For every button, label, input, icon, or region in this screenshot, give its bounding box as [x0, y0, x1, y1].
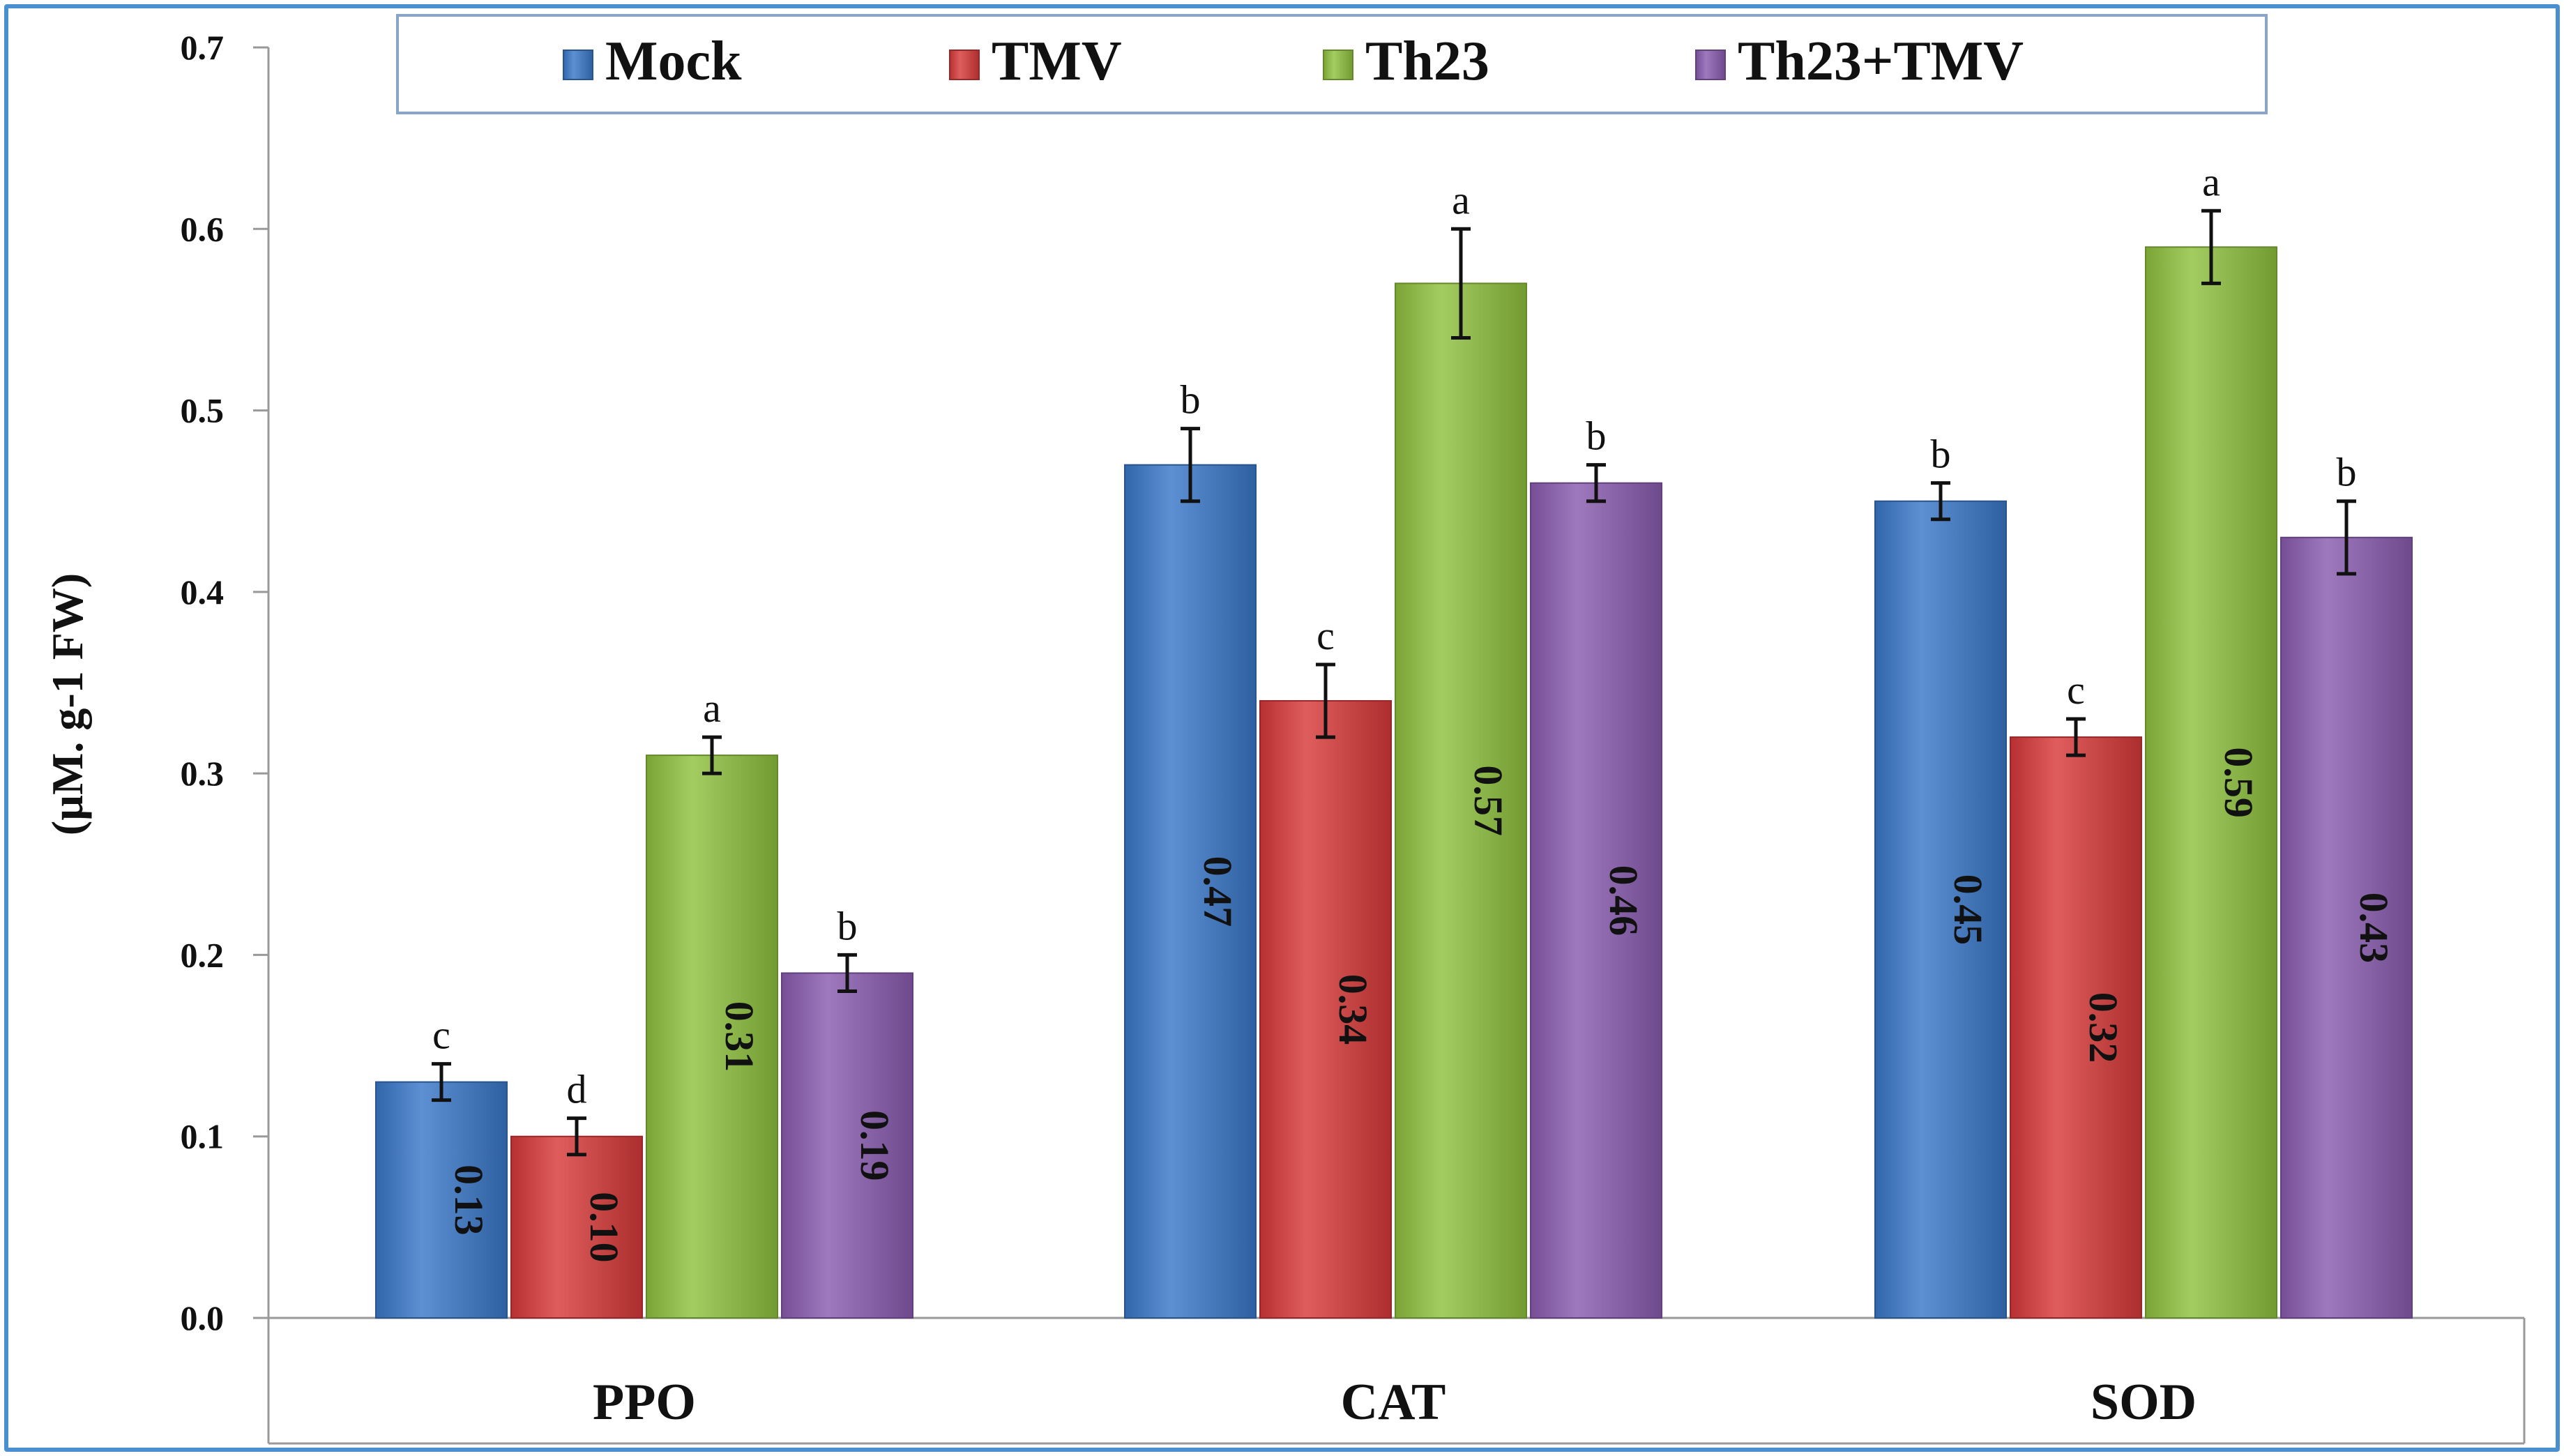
bar-ppo-th23: [646, 754, 778, 1319]
legend-label-mock: Mock: [605, 31, 742, 92]
significance-letter: c: [2067, 667, 2085, 713]
category-label-sod: SOD: [2091, 1374, 2197, 1431]
significance-letter: a: [2202, 159, 2220, 204]
data-label: 0.34: [1330, 974, 1376, 1045]
data-label: 0.59: [2216, 747, 2261, 818]
data-label: 0.13: [446, 1165, 492, 1236]
error-bar-sod-mock: [1931, 481, 1950, 522]
error-bar-sod-th23: [2201, 208, 2221, 285]
significance-letter: c: [432, 1013, 450, 1058]
bar-cat-th23: [1395, 282, 1527, 1319]
significance-letter: d: [567, 1067, 587, 1112]
y-tick-label: 0.3: [181, 754, 225, 793]
error-bar-ppo-th23: [702, 735, 722, 775]
category-label-ppo: PPO: [593, 1374, 696, 1431]
data-label: 0.43: [2351, 893, 2397, 964]
significance-letter: c: [1317, 613, 1335, 658]
data-label: 0.45: [1945, 874, 1991, 946]
y-axis-ticks: 0.0 0.1 0.2 0.3 0.4 0.5 0.6 0.7: [181, 28, 268, 1337]
error-bar-cat-mock: [1181, 427, 1200, 503]
data-label: 0.46: [1601, 865, 1646, 936]
data-label: 0.31: [717, 1001, 762, 1072]
data-label: 0.19: [852, 1110, 897, 1181]
bar-sod-th23-plus-tmv: [2280, 536, 2413, 1319]
data-label: 0.57: [1466, 765, 1511, 836]
legend-swatch-th23: [1323, 50, 1353, 80]
bar-ppo-th23-plus-tmv: [781, 972, 913, 1319]
bar-ppo-mock: [375, 1081, 508, 1319]
significance-letter: a: [703, 685, 721, 731]
error-bar-sod-th23-plus-tmv: [2337, 499, 2356, 576]
error-bar-cat-tmv: [1316, 662, 1335, 739]
legend-label-th23-plus-tmv: Th23+TMV: [1738, 31, 2024, 92]
significance-letter: b: [1181, 377, 1201, 423]
significance-letter: b: [2337, 450, 2357, 495]
y-tick-label: 0.7: [181, 28, 225, 67]
legend: Mock TMV Th23 Th23+TMV: [396, 14, 2268, 114]
legend-label-th23: Th23: [1365, 31, 1489, 92]
data-label: 0.47: [1195, 856, 1241, 927]
y-axis-label: (µM. g-1 FW): [43, 573, 92, 835]
significance-letter: b: [1586, 414, 1607, 459]
bar-sod-tmv: [2010, 736, 2142, 1319]
significance-letter: b: [837, 903, 858, 948]
bar-sod-mock: [1874, 500, 2007, 1319]
y-tick-label: 0.4: [181, 572, 225, 612]
y-tick-label: 0.2: [181, 935, 225, 974]
x-axis-categories: PPO CAT SOD: [593, 1374, 2197, 1431]
legend-swatch-mock: [563, 50, 593, 80]
error-bar-ppo-th23-plus-tmv: [837, 953, 857, 993]
y-tick-label: 0.5: [181, 391, 225, 430]
error-bar-ppo-tmv: [567, 1116, 586, 1157]
data-label: 0.32: [2081, 992, 2126, 1063]
bars: c 0.13 d 0.10 a 0.31 b 0.19 b 0.47 c 0.34 a 0.57 b 0.46…: [375, 159, 2413, 1319]
error-bar-sod-tmv: [2066, 717, 2086, 757]
category-label-cat: CAT: [1341, 1374, 1446, 1431]
bar-cat-mock: [1124, 464, 1257, 1319]
bar-cat-th23-plus-tmv: [1530, 482, 1662, 1319]
legend-label-tmv: TMV: [992, 31, 1122, 92]
significance-letter: a: [1452, 177, 1470, 222]
bar-cat-tmv: [1259, 700, 1392, 1319]
y-tick-label: 0.0: [181, 1298, 225, 1337]
error-bar-ppo-mock: [432, 1062, 451, 1102]
error-bar-cat-th23: [1451, 227, 1471, 340]
chart-frame: [4, 4, 2560, 1452]
error-bar-cat-th23-plus-tmv: [1586, 463, 1606, 503]
legend-swatch-th23-plus-tmv: [1695, 50, 1726, 80]
significance-letter: b: [1931, 432, 1951, 477]
y-tick-label: 0.6: [181, 209, 225, 248]
y-tick-label: 0.1: [181, 1117, 225, 1156]
legend-swatch-tmv: [949, 50, 980, 80]
data-label: 0.10: [582, 1192, 627, 1263]
